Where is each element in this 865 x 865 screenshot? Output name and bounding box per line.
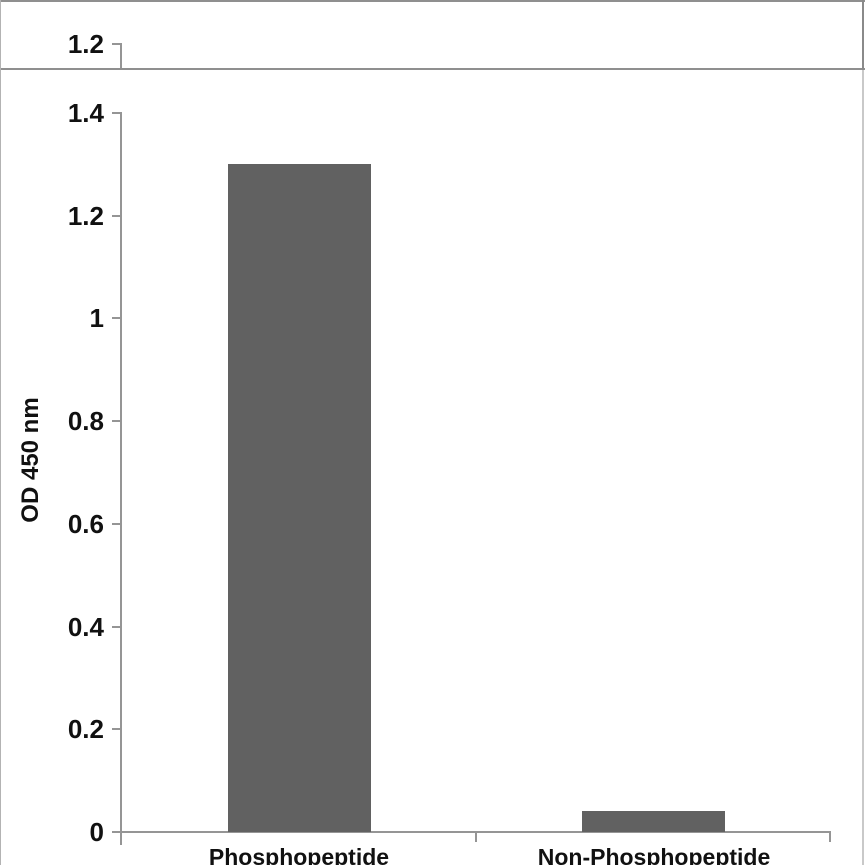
y-tick-mark <box>112 112 122 114</box>
x-tick-mark <box>829 833 831 842</box>
y-tick-mark <box>112 523 122 525</box>
y-tick-mark <box>112 831 122 833</box>
y-tick-label: 0 <box>89 817 104 847</box>
top-border <box>0 0 865 2</box>
strip-y-tick-label: 1.2 <box>67 29 104 59</box>
bar <box>582 811 725 832</box>
left-border <box>0 0 1 865</box>
right-border-bottom <box>862 70 864 865</box>
y-axis-line <box>120 113 122 845</box>
y-tick-label: 0.6 <box>67 509 104 539</box>
y-tick-label: 0.2 <box>67 714 104 744</box>
x-tick-mark <box>475 833 477 842</box>
panel-divider <box>0 68 865 70</box>
strip-y-tick-mark <box>112 43 122 45</box>
bar <box>228 164 371 832</box>
y-tick-mark <box>112 626 122 628</box>
right-border-top <box>862 0 864 70</box>
y-tick-mark <box>112 317 122 319</box>
x-axis-line <box>121 831 831 833</box>
y-tick-label: 1.4 <box>67 98 104 128</box>
y-tick-label: 1.2 <box>67 201 104 231</box>
y-tick-label: 0.4 <box>67 612 104 642</box>
category-label: Phosphopeptide <box>208 844 390 865</box>
y-tick-mark <box>112 728 122 730</box>
y-tick-mark <box>112 215 122 217</box>
strip-y-axis-line <box>120 43 122 68</box>
y-tick-label: 1 <box>89 303 104 333</box>
category-label: Non-Phosphopeptide <box>537 844 771 865</box>
y-tick-label: 0.8 <box>67 406 104 436</box>
y-tick-mark <box>112 420 122 422</box>
